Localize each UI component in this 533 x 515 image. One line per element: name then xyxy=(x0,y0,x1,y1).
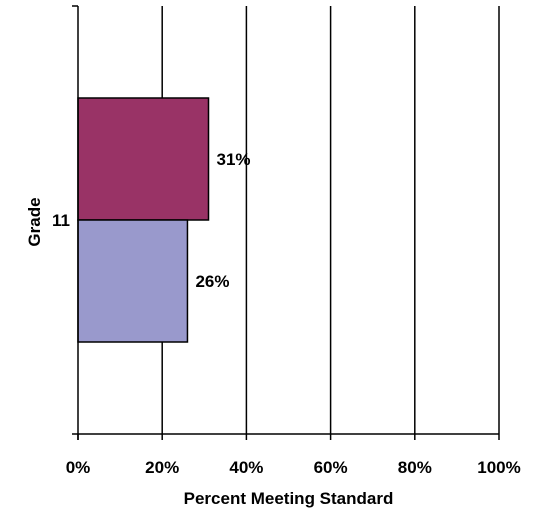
data-labels: 31% 26% xyxy=(195,150,250,291)
x-axis-title: Percent Meeting Standard xyxy=(184,489,394,508)
data-label: 31% xyxy=(217,150,251,169)
gridlines xyxy=(161,6,500,434)
category-label: 11 xyxy=(52,211,70,230)
x-tick-label: 60% xyxy=(314,458,348,477)
y-axis-title: Grade xyxy=(25,197,44,246)
x-tick-label: 40% xyxy=(229,458,263,477)
axes xyxy=(72,5,500,440)
x-tick-label: 0% xyxy=(66,458,91,477)
bar xyxy=(77,219,189,343)
x-tick-label: 100% xyxy=(477,458,520,477)
x-tick-labels: 0% 20% 40% 60% 80% 100% xyxy=(66,458,521,477)
bar xyxy=(77,97,210,221)
x-tick-label: 80% xyxy=(398,458,432,477)
x-tick-label: 20% xyxy=(145,458,179,477)
data-label: 26% xyxy=(195,272,229,291)
bars xyxy=(77,97,210,343)
